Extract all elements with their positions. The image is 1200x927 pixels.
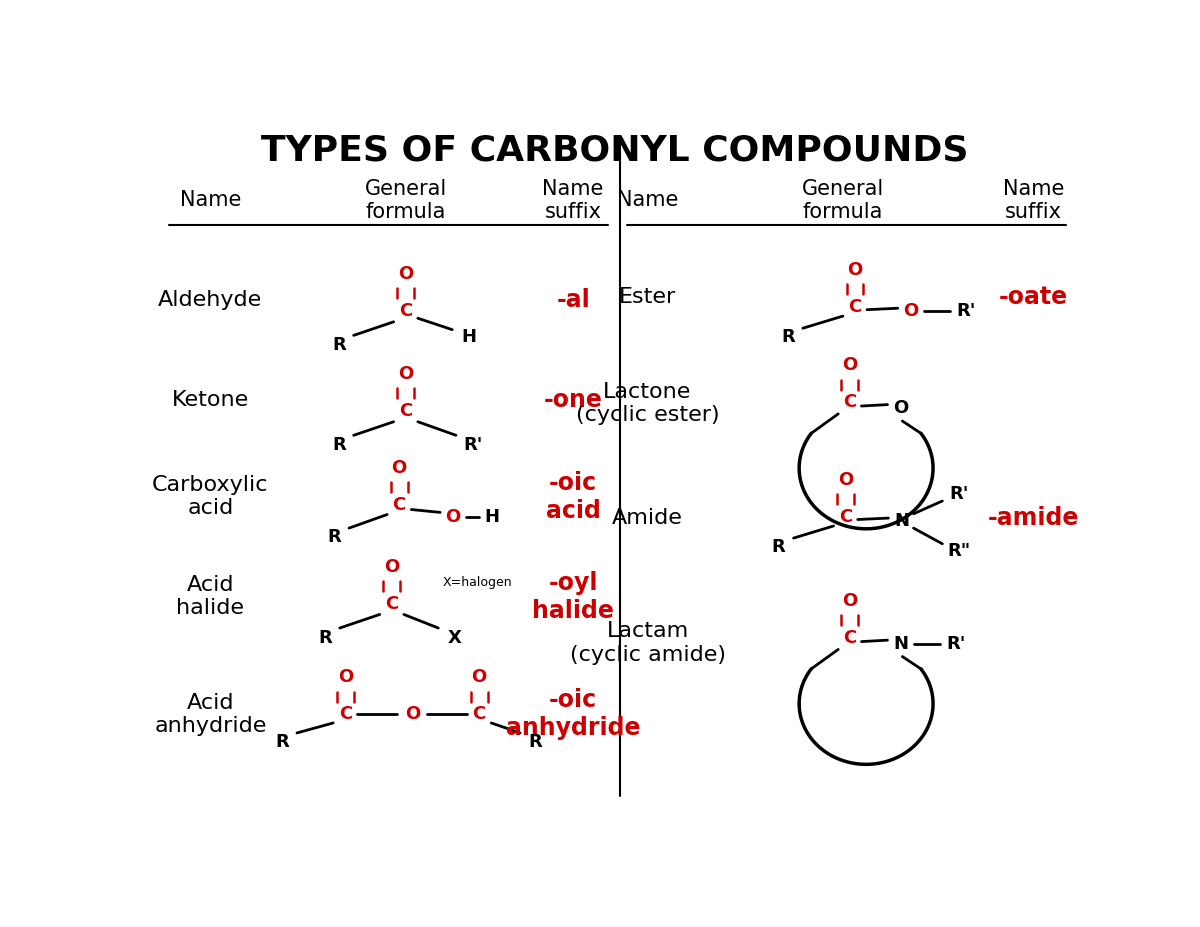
Text: C: C (338, 705, 352, 723)
Text: R: R (332, 337, 346, 354)
Text: O: O (472, 668, 487, 686)
Text: C: C (400, 402, 413, 420)
Text: -oyl
halide: -oyl halide (533, 571, 614, 623)
Text: Name
suffix: Name suffix (1003, 179, 1064, 222)
Text: C: C (842, 629, 856, 647)
Text: Ester: Ester (619, 286, 676, 307)
Text: R: R (772, 538, 786, 555)
Text: -amide: -amide (988, 506, 1079, 530)
Text: R': R' (947, 635, 966, 653)
Text: O: O (893, 400, 908, 417)
Text: R: R (275, 732, 289, 751)
Text: R: R (318, 629, 331, 647)
Text: O: O (384, 558, 400, 576)
Text: R: R (528, 732, 542, 751)
Text: R': R' (463, 437, 482, 454)
Text: R': R' (949, 485, 968, 502)
Text: C: C (385, 595, 398, 613)
Text: C: C (392, 496, 406, 514)
Text: X: X (448, 629, 462, 647)
Text: General
formula: General formula (802, 179, 884, 222)
Text: O: O (445, 508, 461, 526)
Text: X=halogen: X=halogen (443, 576, 512, 589)
Text: O: O (398, 365, 413, 383)
Text: R': R' (956, 302, 977, 320)
Text: C: C (839, 508, 852, 526)
Text: C: C (848, 298, 862, 316)
Text: R": R" (948, 542, 971, 560)
Text: Lactone
(cyclic ester): Lactone (cyclic ester) (576, 382, 719, 425)
Text: -al: -al (557, 288, 590, 312)
Text: N: N (894, 512, 908, 530)
Text: O: O (838, 471, 853, 489)
Text: R: R (328, 527, 341, 546)
Text: H: H (485, 508, 499, 526)
Text: R: R (332, 437, 346, 454)
Text: Name
suffix: Name suffix (542, 179, 604, 222)
Text: Acid
anhydride: Acid anhydride (155, 692, 266, 736)
Text: Name: Name (617, 190, 678, 210)
Text: C: C (400, 302, 413, 320)
Text: Aldehyde: Aldehyde (158, 290, 263, 311)
Text: N: N (893, 635, 908, 653)
Text: TYPES OF CARBONYL COMPOUNDS: TYPES OF CARBONYL COMPOUNDS (262, 133, 968, 168)
Text: C: C (842, 393, 856, 412)
Text: Amide: Amide (612, 508, 683, 528)
Text: O: O (841, 592, 857, 610)
Text: C: C (473, 705, 486, 723)
Text: Ketone: Ketone (172, 390, 250, 411)
Text: O: O (404, 705, 420, 723)
Text: Name: Name (180, 190, 241, 210)
Text: Carboxylic
acid: Carboxylic acid (152, 475, 269, 518)
Text: -one: -one (544, 388, 602, 413)
Text: O: O (904, 302, 918, 320)
Text: O: O (391, 459, 407, 477)
Text: General
formula: General formula (365, 179, 446, 222)
Text: Acid
halide: Acid halide (176, 575, 245, 618)
Text: R: R (781, 328, 794, 346)
Text: -oic
acid: -oic acid (546, 471, 600, 523)
Text: -oic
anhydride: -oic anhydride (506, 689, 641, 741)
Text: O: O (841, 356, 857, 375)
Text: H: H (462, 328, 476, 346)
Text: O: O (337, 668, 353, 686)
Text: Lactam
(cyclic amide): Lactam (cyclic amide) (570, 621, 726, 665)
Text: O: O (398, 265, 413, 283)
Text: O: O (847, 260, 863, 279)
Text: -oate: -oate (998, 285, 1068, 309)
